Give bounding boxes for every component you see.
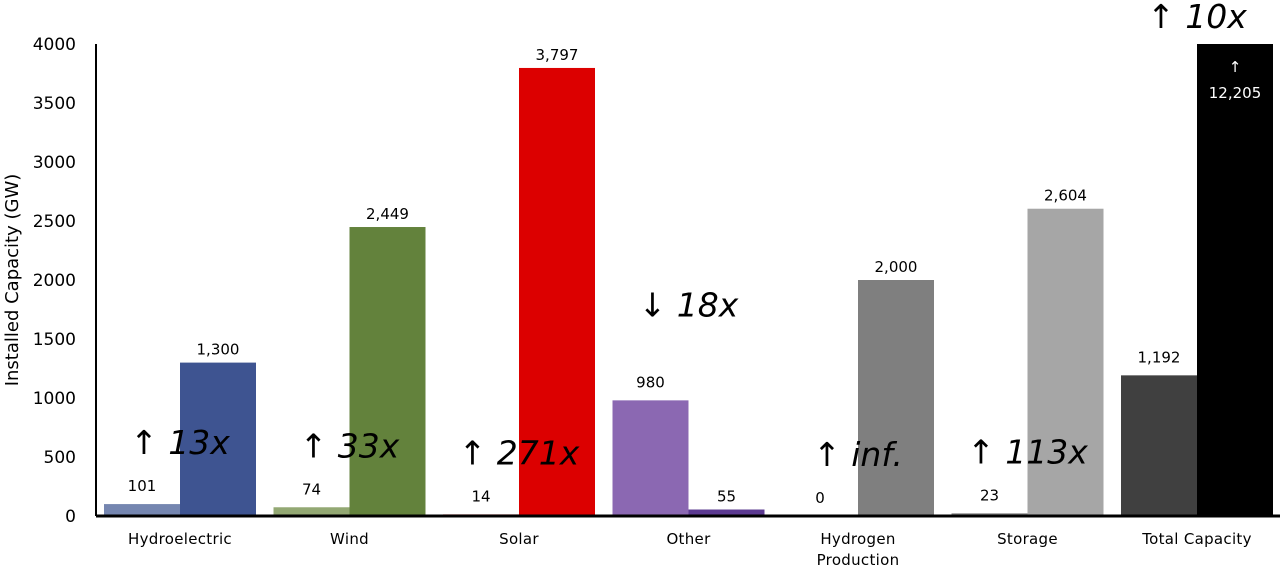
change-annotation: ↑ 10x — [1147, 0, 1247, 36]
value-labels: 101 1,300 74 2,449 14 3,797 980 55 0 2,000 23 2,604… — [128, 46, 1262, 507]
bar-before — [1121, 375, 1197, 516]
value-label-after: 1,300 — [197, 341, 240, 359]
category-label: Solar — [499, 530, 539, 548]
value-label-after: 3,797 — [536, 46, 579, 64]
value-label-after: 12,205 — [1209, 84, 1262, 102]
value-label-before: 1,192 — [1138, 348, 1181, 366]
bar-after — [349, 227, 426, 516]
value-label-after: 2,449 — [366, 205, 409, 223]
bar-after — [180, 362, 256, 516]
truncation-arrow: ↑ — [1229, 58, 1242, 76]
y-tick-label: 4000 — [33, 35, 76, 55]
bar-after — [1027, 208, 1104, 516]
y-tick-label: 2000 — [33, 271, 76, 291]
bar-before — [104, 504, 180, 516]
y-tick-label: 3000 — [33, 153, 76, 173]
change-annotation: ↑ 271x — [459, 433, 580, 472]
y-tick-label: 1500 — [33, 330, 76, 350]
y-tick-label: 1000 — [33, 389, 76, 409]
value-label-before: 980 — [636, 373, 665, 391]
y-tick-label: 0 — [65, 507, 76, 527]
bar-after — [688, 509, 765, 516]
change-annotation: ↓ 18x — [639, 285, 739, 324]
value-label-after: 55 — [717, 488, 736, 506]
change-annotation: ↑ inf. — [813, 435, 903, 474]
value-label-after: 2,000 — [875, 258, 918, 276]
y-axis-ticks: 0 500 1000 1500 2000 2500 3000 3500 4000 — [33, 35, 76, 527]
value-label-before: 23 — [980, 486, 999, 504]
value-label-after: 2,604 — [1044, 187, 1087, 205]
change-annotations: ↑ 13x ↑ 33x ↑ 271x ↓ 18x ↑ inf. ↑ 113x ↑ 10x — [130, 0, 1247, 474]
change-annotation: ↑ 13x — [130, 423, 230, 462]
category-label: Other — [666, 530, 711, 548]
y-tick-label: 3500 — [33, 94, 76, 114]
y-axis-label: Installed Capacity (GW) — [2, 174, 23, 387]
bar-after — [1197, 44, 1273, 516]
value-label-before: 101 — [128, 477, 157, 495]
bar-after — [858, 280, 934, 516]
value-label-before: 74 — [302, 480, 321, 498]
bar-after — [519, 67, 595, 516]
bar-before — [612, 400, 689, 516]
category-label: Total Capacity — [1141, 530, 1252, 548]
change-annotation: ↑ 113x — [967, 432, 1088, 471]
y-tick-label: 500 — [44, 448, 76, 468]
category-label: Hydroelectric — [128, 530, 232, 548]
value-label-before: 14 — [471, 487, 490, 505]
y-tick-label: 2500 — [33, 212, 76, 232]
category-label: Storage — [997, 530, 1058, 548]
bar-before — [273, 507, 350, 516]
change-annotation: ↑ 33x — [300, 426, 400, 465]
category-label: Hydrogen — [820, 530, 895, 548]
category-label: Wind — [330, 530, 369, 548]
value-label-before: 0 — [815, 489, 825, 507]
bars — [104, 44, 1273, 516]
category-label: Production — [817, 551, 900, 567]
category-labels: Hydroelectric Wind Solar Other Hydrogen Produ… — [128, 530, 1252, 567]
